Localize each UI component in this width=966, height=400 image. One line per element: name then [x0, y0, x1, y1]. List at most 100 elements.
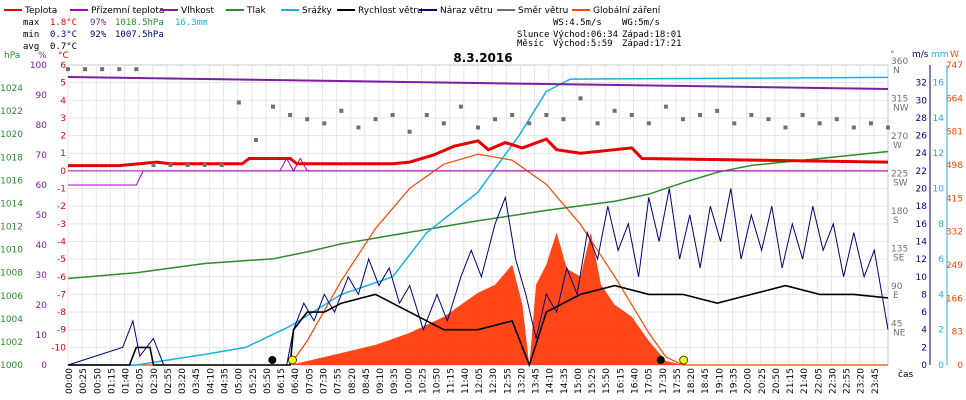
wind-direction-point: [886, 125, 890, 130]
y-axes: 1000100210041006100810101012101410161018…: [0, 57, 963, 371]
direction-axis-tick: 135: [891, 245, 908, 255]
rain-axis-tick: 8: [938, 220, 944, 230]
wind-direction-point: [271, 104, 275, 109]
x-tick-label: 15:25: [588, 368, 598, 394]
x-tick-label: 19:35: [729, 368, 739, 394]
x-tick-label: 23:45: [871, 368, 881, 394]
x-tick-label: 07:05: [305, 368, 315, 394]
sun-marker: [679, 355, 689, 365]
rain-axis-tick: 2: [938, 326, 944, 336]
x-tick-label: 02:55: [164, 368, 174, 394]
direction-axis-label: W: [893, 141, 902, 151]
wind-direction-point: [236, 100, 241, 105]
legend-label-7: Směr větru: [518, 6, 568, 16]
wind-direction-point: [373, 117, 378, 122]
wind-direction-point: [66, 67, 70, 72]
wind-direction-point: [305, 117, 310, 122]
wind-axis-tick: 28: [916, 114, 928, 124]
axis-units: hPa % °C ° m/s mm W čas: [4, 50, 959, 380]
pressure-axis-tick: 1020: [0, 130, 23, 140]
stats-avg-temp: 0.7°C: [50, 42, 77, 52]
x-tick-label: 02:05: [136, 368, 146, 394]
wind-direction-point: [288, 113, 293, 117]
direction-axis-label: SE: [893, 254, 905, 264]
wind-direction-point: [100, 67, 105, 72]
wind-direction-point: [834, 117, 839, 122]
wind-direction-point: [817, 121, 822, 126]
x-tick-label: 04:35: [221, 368, 231, 394]
wind-axis-tick: 0: [921, 361, 927, 371]
legend-label-3: Tlak: [246, 6, 267, 16]
pressure-axis-tick: 1008: [0, 269, 23, 279]
x-tick-label: 02:30: [150, 368, 160, 394]
unit-time: čas: [898, 369, 913, 380]
wind-direction-point: [715, 108, 720, 113]
wind-axis-tick: 8: [921, 290, 927, 300]
direction-axis-label: SW: [893, 179, 908, 189]
legend-label-5: Rychlost větru: [358, 6, 423, 16]
radiation-axis-tick: 664: [946, 94, 963, 104]
pressure-axis-tick: 1016: [0, 176, 23, 186]
legend-label-2: Vlhkost: [181, 6, 214, 16]
x-tick-label: 12:30: [489, 368, 499, 394]
wind-direction-point: [407, 129, 412, 134]
wind-direction-point: [322, 121, 327, 126]
x-tick-label: 10:50: [433, 368, 443, 394]
x-tick-label: 12:55: [503, 368, 513, 394]
x-tick-label: 19:10: [715, 368, 725, 394]
direction-axis-tick: 315: [891, 95, 908, 105]
temperature-axis-tick: 1: [60, 149, 66, 159]
wind-speed-line: [68, 284, 889, 368]
humidity-axis-tick: 100: [30, 61, 47, 71]
x-tick-label: 16:40: [631, 368, 641, 394]
rain-axis-tick: 10: [933, 185, 945, 195]
stats-max-hum: 97%: [90, 18, 107, 28]
moon-marker: [268, 356, 277, 364]
pressure-axis-tick: 1024: [0, 84, 23, 94]
radiation-axis-tick: 498: [946, 161, 963, 171]
direction-axis-label: E: [893, 291, 899, 301]
wind-direction-point: [339, 108, 344, 113]
x-tick-label: 06:40: [291, 368, 301, 394]
x-tick-label: 01:15: [107, 368, 117, 394]
wind-direction-point: [595, 121, 600, 126]
temperature-axis-tick: -7: [57, 290, 66, 300]
stats-max-rain: 16.3mm: [175, 18, 208, 28]
x-tick-label: 20:50: [772, 368, 782, 394]
stats-max-label: max: [23, 18, 40, 28]
x-tick-label: 21:15: [786, 368, 796, 394]
x-tick-label: 07:30: [319, 368, 329, 394]
humidity-line: [67, 76, 889, 90]
x-tick-label: 03:20: [178, 368, 188, 394]
radiation-theoretical-line: [68, 153, 888, 366]
temperature-axis-tick: -8: [57, 308, 66, 318]
humidity-axis-tick: 50: [36, 211, 48, 221]
wind-axis-tick: 4: [921, 326, 927, 336]
temperature-axis-tick: -2: [57, 202, 66, 212]
x-tick-label: 18:20: [687, 368, 697, 394]
x-tick-label: 10:00: [404, 368, 414, 394]
wind-direction-point: [629, 113, 634, 117]
wind-direction-point: [663, 104, 668, 109]
wind-direction-point: [219, 163, 224, 167]
x-tick-label: 04:10: [206, 368, 216, 394]
x-tick-label: 17:05: [645, 368, 655, 394]
unit-pct: %: [38, 51, 47, 61]
humidity-axis-tick: 10: [36, 331, 48, 341]
radiation-axis-tick: 415: [946, 194, 963, 204]
unit-deg: °: [890, 50, 895, 60]
radiation-axis-tick: 0: [957, 361, 963, 371]
moon-marker: [656, 356, 665, 364]
x-tick-label: 20:25: [758, 368, 768, 394]
wind-direction-point: [493, 117, 498, 122]
wind-direction-point: [698, 113, 703, 117]
wind-axis-tick: 30: [916, 96, 928, 106]
x-tick-label: 18:45: [701, 368, 711, 394]
x-tick-label: 20:00: [744, 368, 754, 394]
x-tick-label: 07:55: [334, 368, 344, 394]
x-tick-label: 22:30: [828, 368, 838, 394]
temperature-axis-tick: -10: [51, 343, 66, 353]
direction-axis-label: NE: [893, 329, 906, 339]
wind-direction-point: [732, 121, 737, 126]
x-tick-label: 16:15: [616, 368, 626, 394]
